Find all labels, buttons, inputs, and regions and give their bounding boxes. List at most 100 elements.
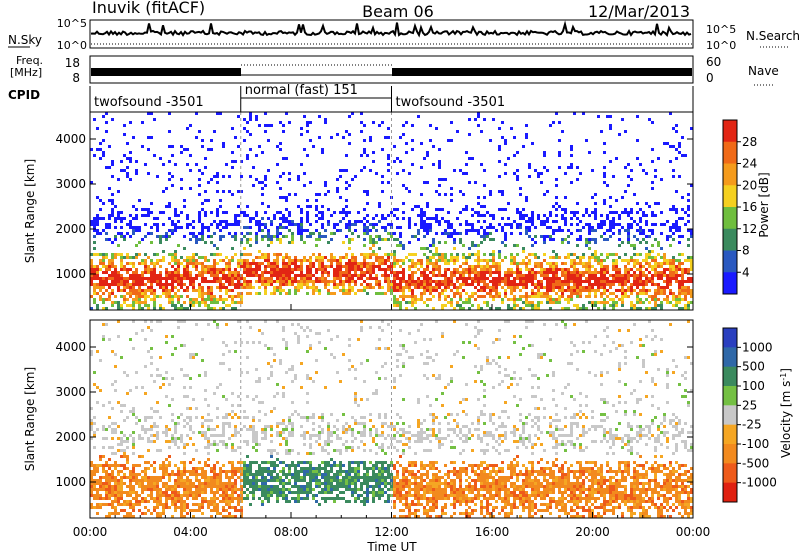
velocity-cell xyxy=(207,323,210,326)
velocity-cell xyxy=(246,476,249,479)
power-cell xyxy=(642,301,645,304)
velocity-cell xyxy=(258,377,261,380)
velocity-cell xyxy=(90,422,93,425)
power-cell xyxy=(672,259,675,262)
velocity-cell xyxy=(141,482,144,485)
power-cell xyxy=(597,286,600,289)
velocity-cell xyxy=(90,464,93,467)
velocity-cell xyxy=(270,428,273,431)
velocity-cell xyxy=(261,485,264,488)
power-cell xyxy=(387,253,390,256)
power-cell xyxy=(309,205,312,208)
power-cell xyxy=(300,217,303,220)
power-cell xyxy=(408,274,411,277)
power-cell xyxy=(513,256,516,259)
power-cell xyxy=(567,280,570,283)
power-cell xyxy=(432,274,435,277)
power-cell xyxy=(300,286,303,289)
power-cell xyxy=(552,286,555,289)
power-cell xyxy=(111,277,114,280)
power-cell xyxy=(636,283,639,286)
power-cell xyxy=(636,301,639,304)
power-cell xyxy=(516,268,519,271)
power-cell xyxy=(576,292,579,295)
power-cell xyxy=(153,277,156,280)
power-cell xyxy=(672,256,675,259)
power-cell xyxy=(552,232,555,235)
power-cell xyxy=(345,271,348,274)
power-cell xyxy=(657,241,660,244)
power-cell xyxy=(549,286,552,289)
velocity-cell xyxy=(171,491,174,494)
power-cell xyxy=(384,217,387,220)
power-cell xyxy=(468,295,471,298)
velocity-cell xyxy=(180,473,183,476)
power-cell xyxy=(222,211,225,214)
power-cell xyxy=(96,304,99,307)
power-cell xyxy=(231,295,234,298)
velocity-cell xyxy=(129,410,132,413)
power-cell xyxy=(252,268,255,271)
velocity-cell xyxy=(156,410,159,413)
power-cell xyxy=(498,175,501,178)
velocity-cell xyxy=(270,470,273,473)
power-cell xyxy=(327,223,330,226)
power-cell xyxy=(480,241,483,244)
power-colorbar-swatch xyxy=(723,163,737,186)
power-cell xyxy=(489,223,492,226)
velocity-cell xyxy=(243,440,246,443)
power-cell xyxy=(285,280,288,283)
power-cell xyxy=(225,265,228,268)
power-cell xyxy=(195,268,198,271)
power-cell xyxy=(690,229,693,232)
power-cell xyxy=(405,151,408,154)
power-cell xyxy=(117,301,120,304)
velocity-cell xyxy=(156,515,159,518)
power-cell xyxy=(576,244,579,247)
power-cell xyxy=(93,235,96,238)
power-cell xyxy=(105,256,108,259)
power-cell xyxy=(591,238,594,241)
power-cell xyxy=(387,136,390,139)
power-cell xyxy=(477,280,480,283)
velocity-cell xyxy=(219,485,222,488)
power-cell xyxy=(612,307,615,310)
power-cell xyxy=(270,271,273,274)
velocity-cell xyxy=(222,431,225,434)
power-cell xyxy=(561,295,564,298)
power-cell xyxy=(435,247,438,250)
power-cell xyxy=(510,298,513,301)
power-cell xyxy=(219,235,222,238)
power-cell xyxy=(660,262,663,265)
power-cell xyxy=(105,223,108,226)
velocity-cell xyxy=(195,476,198,479)
power-cell xyxy=(111,211,114,214)
power-cell xyxy=(378,283,381,286)
power-cell xyxy=(459,232,462,235)
power-cell xyxy=(543,220,546,223)
power-cell xyxy=(606,301,609,304)
power-cell xyxy=(444,283,447,286)
power-cell xyxy=(597,307,600,310)
power-cell xyxy=(366,226,369,229)
velocity-cell xyxy=(114,494,117,497)
power-cell xyxy=(210,274,213,277)
power-cell xyxy=(96,253,99,256)
power-cell xyxy=(135,253,138,256)
power-cell xyxy=(528,277,531,280)
power-cell xyxy=(669,145,672,148)
velocity-cell xyxy=(210,500,213,503)
power-cell xyxy=(576,256,579,259)
power-cell xyxy=(237,301,240,304)
power-cell xyxy=(618,298,621,301)
power-cell xyxy=(153,271,156,274)
power-cell xyxy=(459,238,462,241)
power-cell xyxy=(261,187,264,190)
velocity-cell xyxy=(111,491,114,494)
power-cell xyxy=(144,265,147,268)
power-cell xyxy=(165,295,168,298)
power-cell xyxy=(129,304,132,307)
power-cell xyxy=(675,298,678,301)
power-cell xyxy=(519,268,522,271)
power-cell xyxy=(528,259,531,262)
